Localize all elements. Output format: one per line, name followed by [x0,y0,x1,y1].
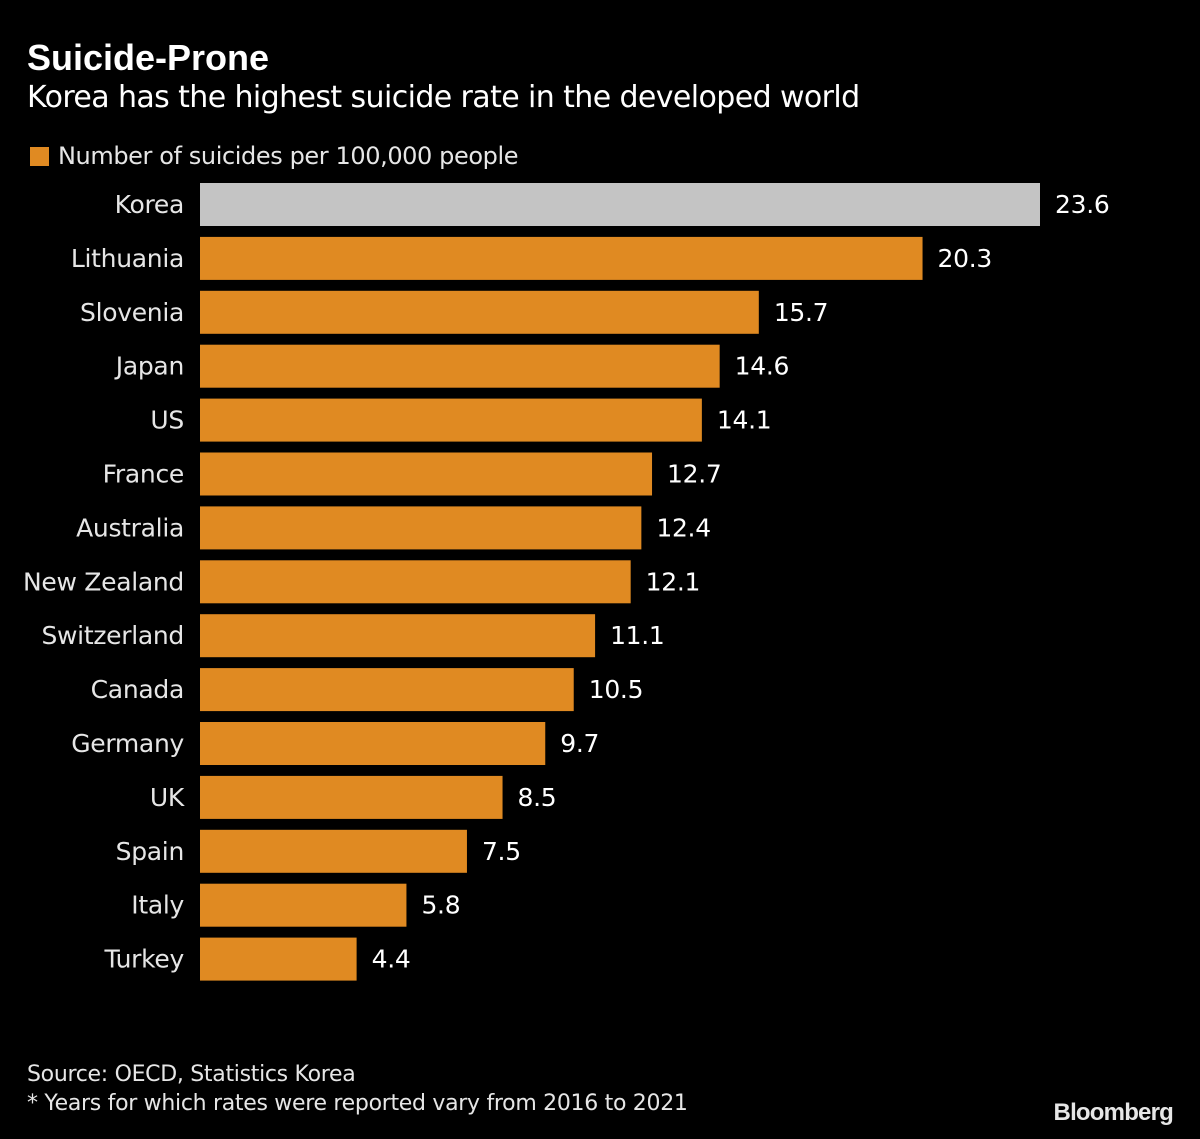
source-note: Source: OECD, Statistics Korea [27,1062,356,1087]
category-label-australia: Australia [76,513,184,542]
value-label-lithuania: 20.3 [938,244,992,273]
category-label-italy: Italy [131,891,184,920]
bar-germany [200,722,546,765]
category-label-france: France [103,460,184,489]
bar-italy [200,883,407,927]
chart-title: Suicide-Prone [27,37,270,78]
value-label-uk: 8.5 [518,783,557,812]
bar-slovenia [200,290,759,334]
years-footnote: * Years for which rates were reported va… [27,1091,688,1116]
bar-spain [200,829,467,873]
category-label-slovenia: Slovenia [80,298,184,327]
bar-canada [200,668,574,712]
value-label-us: 14.1 [717,406,771,435]
category-label-new-zealand: New Zealand [23,567,184,596]
chart-subtitle: Korea has the highest suicide rate in th… [27,80,860,115]
bar-uk [200,775,503,819]
category-label-japan: Japan [114,352,184,381]
value-label-canada: 10.5 [589,675,643,704]
category-label-lithuania: Lithuania [71,244,184,273]
bar-turkey [200,937,357,981]
bar-australia [200,506,642,550]
category-label-turkey: Turkey [103,945,184,974]
bar-japan [200,344,720,388]
bar-new-zealand [200,560,631,604]
category-label-uk: UK [150,783,185,812]
bar-us [200,398,702,442]
category-label-germany: Germany [71,729,184,758]
value-label-switzerland: 11.1 [610,621,664,650]
category-label-us: US [150,406,184,435]
value-label-germany: 9.7 [560,729,599,758]
value-label-new-zealand: 12.1 [646,567,700,596]
category-label-korea: Korea [115,190,184,219]
bloomberg-logo: Bloomberg [1053,1099,1174,1126]
legend: Number of suicides per 100,000 people [30,140,519,172]
value-label-spain: 7.5 [482,837,521,866]
bar-chart: Korea 23.6 Lithuania 20.3 Slovenia 15.7 Japan 1… [23,183,1110,981]
category-label-canada: Canada [91,675,184,704]
legend-swatch [30,146,49,166]
value-label-australia: 12.4 [656,513,710,542]
category-label-switzerland: Switzerland [41,621,184,650]
bar-france [200,452,653,496]
category-label-spain: Spain [116,837,184,866]
bar-switzerland [200,614,596,658]
legend-label: Number of suicides per 100,000 people [58,142,519,170]
bar-korea [200,183,1040,226]
value-label-italy: 5.8 [421,891,460,920]
value-label-turkey: 4.4 [372,945,411,974]
value-label-france: 12.7 [667,460,721,489]
value-label-japan: 14.6 [735,352,789,381]
bar-lithuania [200,236,923,280]
value-label-korea: 23.6 [1055,190,1109,219]
value-label-slovenia: 15.7 [774,298,828,327]
